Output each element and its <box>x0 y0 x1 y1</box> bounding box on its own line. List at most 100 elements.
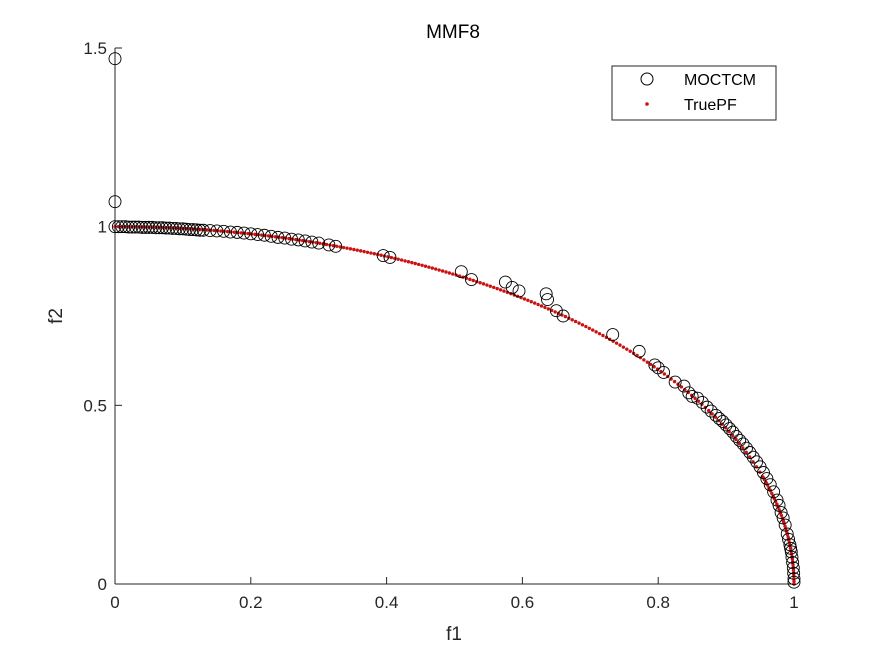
truepf-point <box>260 233 264 237</box>
moctcm-point <box>376 249 390 263</box>
truepf-point <box>396 257 400 261</box>
moctcm-point <box>556 309 570 323</box>
truepf-point <box>563 314 568 319</box>
truepf-point <box>652 365 656 369</box>
x-tick-label: 1 <box>789 593 798 612</box>
truepf-point <box>345 246 349 250</box>
moctcm-point <box>312 236 326 250</box>
moctcm-point <box>733 433 747 447</box>
x-tick-label: 0.6 <box>511 593 535 612</box>
truepf-point <box>416 262 421 267</box>
moctcm-point <box>786 561 800 575</box>
truepf-point <box>471 278 475 283</box>
truepf-point <box>372 252 377 256</box>
moctcm-point <box>786 556 800 570</box>
moctcm-point <box>756 466 770 479</box>
moctcm-point <box>149 221 163 235</box>
truepf-point <box>628 349 632 353</box>
truepf-point <box>352 247 356 252</box>
moctcm-point <box>704 404 718 418</box>
truepf-point <box>536 302 540 307</box>
truepf-point <box>618 343 622 347</box>
moctcm-point <box>657 366 671 379</box>
truepf-point <box>437 268 441 272</box>
moctcm-point <box>162 221 176 235</box>
moctcm-point <box>512 284 526 298</box>
moctcm-point <box>285 232 298 246</box>
truepf-point <box>758 470 762 474</box>
moctcm-point <box>169 222 183 235</box>
truepf-point <box>307 239 312 244</box>
x-ticks: 0 0.2 0.4 0.6 0.8 1 <box>110 577 799 612</box>
truepf-point <box>430 266 435 270</box>
moctcm-point <box>498 275 512 289</box>
moctcm-point <box>223 225 237 239</box>
moctcm-point <box>383 250 397 264</box>
moctcm-point <box>787 566 801 580</box>
truepf-point <box>410 260 414 265</box>
moctcm-point <box>780 527 794 541</box>
truepf-point <box>532 301 537 305</box>
moctcm-point <box>115 220 129 234</box>
truepf-point <box>580 323 585 327</box>
truepf-point <box>570 318 574 322</box>
truepf-point <box>744 450 748 455</box>
truepf-point <box>614 341 619 345</box>
moctcm-point <box>142 220 156 234</box>
truepf-point <box>642 358 646 362</box>
truepf-point <box>775 502 779 506</box>
plot-area: 0 0.2 0.4 0.6 0.8 1 0 0.5 1 1.5 <box>83 39 801 612</box>
truepf-point <box>212 228 216 233</box>
moctcm-point <box>736 437 750 451</box>
truepf-point <box>294 237 298 242</box>
moctcm-point <box>176 222 190 236</box>
truepf-point <box>369 251 373 255</box>
moctcm-point <box>237 226 251 240</box>
x-axis-label: f1 <box>446 624 462 645</box>
truepf-point <box>679 385 684 389</box>
truepf-point <box>232 230 237 234</box>
truepf-point <box>314 241 319 245</box>
moctcm-point <box>465 273 478 287</box>
moctcm-point <box>196 223 210 237</box>
truepf-point <box>355 248 359 252</box>
legend: MOCTCM TruePF <box>611 65 777 121</box>
truepf-point <box>734 437 738 442</box>
truepf-point <box>273 235 278 239</box>
moctcm-point <box>632 344 646 358</box>
moctcm-point <box>183 223 197 236</box>
moctcm-point <box>716 414 730 428</box>
legend-marker-truepf <box>645 102 649 106</box>
truepf-point <box>434 267 438 271</box>
x-tick-label: 0.4 <box>375 593 399 612</box>
moctcm-point <box>139 220 153 234</box>
truepf-point <box>786 535 790 539</box>
truepf-point <box>389 255 394 260</box>
truepf-point <box>406 260 411 264</box>
truepf-point <box>423 264 428 268</box>
truepf-point <box>584 324 588 329</box>
moctcm-point <box>778 518 792 532</box>
truepf-point <box>318 241 322 245</box>
moctcm-point <box>173 222 186 236</box>
truepf-point <box>495 286 499 291</box>
moctcm-point <box>772 498 786 512</box>
moctcm-point <box>322 238 336 252</box>
truepf-point <box>526 298 530 303</box>
moctcm-point <box>729 429 743 443</box>
legend-box <box>611 65 777 121</box>
moctcm-point <box>152 221 166 235</box>
moctcm-point <box>244 227 258 241</box>
truepf-point <box>621 345 626 349</box>
truepf-point <box>792 579 796 583</box>
moctcm-point <box>122 220 136 234</box>
truepf-point <box>522 297 527 301</box>
truepf-point <box>546 307 551 311</box>
moctcm-point <box>648 358 662 372</box>
moctcm-point <box>685 389 699 403</box>
moctcm-point <box>108 52 122 66</box>
truepf-point <box>358 249 363 253</box>
chart-title: MMF8 <box>426 22 480 43</box>
moctcm-point <box>125 220 139 234</box>
